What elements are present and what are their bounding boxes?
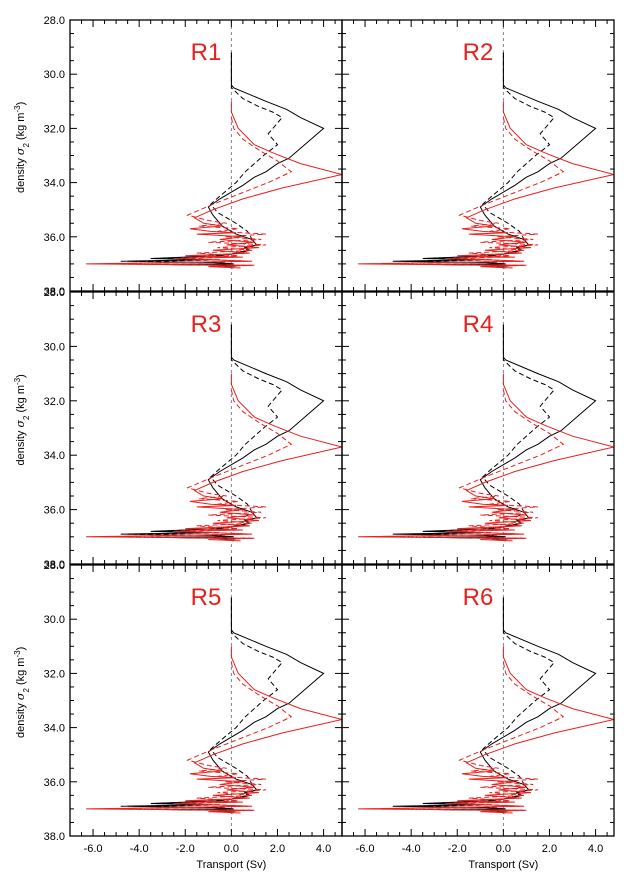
- y-axis-title-part: density: [15, 428, 27, 466]
- y-tick-label: 30.0: [44, 341, 65, 353]
- series-group: [86, 52, 342, 269]
- panel-r1: R1 28.0 30.0 32.0 34.0 36.0 38.0 density σ2 (kg…: [13, 15, 343, 298]
- panel-r2: R2: [341, 19, 615, 292]
- panel-label: R5: [191, 584, 222, 611]
- y-tick-label: 32.0: [44, 396, 65, 408]
- x-tick-label: -6.0: [356, 843, 375, 855]
- series-line-red-dashed: [104, 117, 293, 268]
- series-line-black-dashed: [406, 324, 555, 540]
- y-axis-title-part: -3: [13, 650, 22, 658]
- panel-label: R4: [463, 311, 494, 338]
- panel-r3: R3 28.0 30.0 32.0 34.0 36.0 38.0 density σ2 (kg…: [13, 287, 343, 571]
- y-axis-title-part: (kg m: [15, 385, 27, 416]
- x-axis-title: Transport (Sv): [196, 859, 266, 871]
- x-tick-label: 2.0: [270, 843, 285, 855]
- x-tick-label: 0.0: [224, 843, 239, 855]
- series-line-red-dashed: [376, 389, 565, 540]
- panel-label: R3: [191, 311, 222, 338]
- y-tick-label: 36.0: [44, 505, 65, 517]
- y-axis-title-part: σ: [14, 147, 27, 155]
- series-line-black-dashed: [406, 52, 555, 268]
- series-group: [358, 324, 614, 542]
- y-tick-label: 38.0: [44, 286, 65, 298]
- series-line-red-solid: [358, 373, 614, 542]
- y-axis-title-part: -3: [13, 377, 22, 385]
- y-tick-label: 36.0: [44, 777, 65, 789]
- y-axis-title-part: ): [15, 647, 27, 651]
- series-group: [358, 52, 614, 269]
- panel-r5: R5 28.0 30.0 32.0 34.0 36.0 38.0 density σ2 (kg…: [13, 560, 343, 871]
- y-axis-title-part: density: [15, 700, 27, 738]
- panel-label: R1: [191, 39, 222, 66]
- series-line-black-dashed: [134, 52, 283, 268]
- y-axis-title-part: (kg m: [15, 113, 27, 144]
- series-line-black-dashed: [134, 597, 283, 813]
- y-tick-label: 34.0: [44, 178, 65, 190]
- series-line-black-dashed: [134, 324, 283, 540]
- y-tick-label: 32.0: [44, 123, 65, 135]
- series-line-red-solid: [86, 101, 342, 269]
- x-tick-label: 4.0: [588, 843, 603, 855]
- y-axis-title: density σ2 (kg m-3): [13, 647, 31, 738]
- x-tick-label: -6.0: [84, 843, 103, 855]
- y-axis-title-part: 2: [22, 415, 31, 420]
- series-line-red-dashed: [376, 662, 565, 813]
- y-tick-label: 32.0: [44, 668, 65, 680]
- panel-r4: R4: [341, 291, 615, 565]
- x-tick-label: -4.0: [402, 843, 421, 855]
- y-tick-label: 28.0: [44, 287, 65, 299]
- series-line-red-solid: [86, 646, 342, 814]
- y-axis-title-part: -3: [13, 105, 22, 113]
- x-tick-label: -4.0: [130, 843, 149, 855]
- y-axis-title-part: ): [15, 102, 27, 106]
- x-tick-label: 2.0: [542, 843, 557, 855]
- series-line-black-dashed: [406, 597, 555, 813]
- y-tick-label: 34.0: [44, 450, 65, 462]
- y-tick-label: 34.0: [44, 723, 65, 735]
- y-tick-label: 30.0: [44, 614, 65, 626]
- y-tick-label: 30.0: [44, 69, 65, 81]
- series-line-red-solid: [358, 101, 614, 269]
- series-group: [86, 324, 342, 542]
- y-axis-title-part: 2: [22, 143, 31, 148]
- panel-label: R6: [463, 584, 494, 611]
- x-tick-label: 0.0: [496, 843, 511, 855]
- y-axis-title-part: σ: [14, 420, 27, 428]
- panel-r6: R6 -6.0 -4.0 -2.0 0.0 2.0 4.0 Transport (Sv): [341, 564, 615, 871]
- x-axis-title: Transport (Sv): [468, 859, 538, 871]
- x-tick-label: 4.0: [316, 843, 331, 855]
- series-line-red-solid: [358, 646, 614, 814]
- y-axis-title: density σ2 (kg m-3): [13, 102, 31, 193]
- series-line-red-dashed: [104, 389, 293, 540]
- y-tick-label: 38.0: [44, 831, 65, 843]
- y-axis-title-part: (kg m: [15, 658, 27, 689]
- y-axis-title-part: density: [15, 155, 27, 193]
- series-line-red-dashed: [376, 117, 565, 268]
- y-axis-title: density σ2 (kg m-3): [13, 374, 31, 465]
- y-axis-title-part: σ: [14, 692, 27, 700]
- series-line-red-dashed: [104, 662, 293, 813]
- y-axis-title-part: 2: [22, 688, 31, 693]
- series-group: [358, 597, 614, 814]
- x-tick-label: -2.0: [176, 843, 195, 855]
- y-tick-label: 36.0: [44, 232, 65, 244]
- y-tick-label: 28.0: [44, 15, 65, 27]
- y-tick-label: 28.0: [44, 560, 65, 572]
- panel-label: R2: [463, 39, 494, 66]
- y-axis-title-part: ): [15, 374, 27, 378]
- series-group: [86, 597, 342, 814]
- y-tick-label: 38.0: [44, 559, 65, 571]
- series-line-red-solid: [86, 373, 342, 542]
- x-tick-label: -2.0: [448, 843, 467, 855]
